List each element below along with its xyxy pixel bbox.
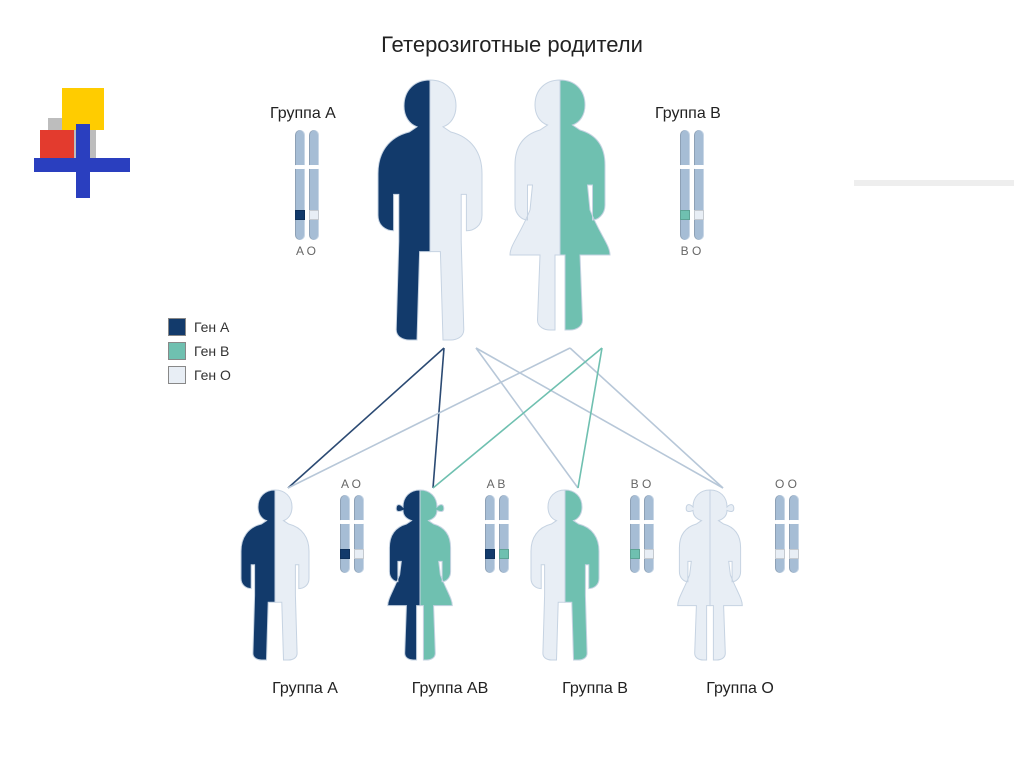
allele-labels: B O	[676, 244, 706, 258]
chromosome	[680, 130, 690, 240]
legend-swatch	[168, 318, 186, 336]
mother-chromosomes: B O	[680, 130, 704, 240]
legend-label: Ген A	[194, 319, 229, 335]
legend-label: Ген O	[194, 367, 231, 383]
side-decorative-bar	[854, 180, 1014, 186]
chromosome	[644, 495, 654, 573]
chromosome	[694, 130, 704, 240]
chromosome	[789, 495, 799, 573]
mother-figure	[510, 80, 610, 330]
line-father-A-to-c1	[288, 348, 444, 488]
child-2-group-label: Группа AB	[390, 680, 510, 698]
line-father-A-to-c2	[433, 348, 444, 488]
allele-labels: B O	[626, 477, 656, 491]
chromosome	[309, 130, 319, 240]
legend-item: Ген A	[168, 318, 231, 336]
father-figure	[378, 80, 482, 340]
logo-sq-blue-v	[76, 124, 90, 198]
child-1-chromosomes: A O	[340, 495, 364, 573]
legend-item: Ген O	[168, 366, 231, 384]
chromosome	[630, 495, 640, 573]
child-2-chromosomes: A B	[485, 495, 509, 573]
chromosome	[354, 495, 364, 573]
child-3-figure	[531, 490, 599, 660]
chromosome	[499, 495, 509, 573]
child-1-figure	[241, 490, 309, 660]
legend: Ген A Ген B Ген O	[168, 318, 231, 390]
child-3-chromosomes: B O	[630, 495, 654, 573]
page-title: Гетерозиготные родители	[0, 32, 1024, 58]
father-group-label: Группа A	[270, 105, 336, 123]
child-2-figure	[388, 490, 453, 660]
chromosome	[485, 495, 495, 573]
line-mother-B-to-c2	[433, 348, 602, 488]
slide-logo	[40, 88, 160, 208]
legend-swatch	[168, 366, 186, 384]
child-4-figure	[678, 490, 743, 660]
legend-label: Ген B	[194, 343, 229, 359]
allele-labels: O O	[771, 477, 801, 491]
child-3-group-label: Группа B	[535, 680, 655, 698]
chromosome	[340, 495, 350, 573]
chromosome	[775, 495, 785, 573]
allele-labels: A O	[291, 244, 321, 258]
line-father-O-to-c3	[476, 348, 578, 488]
chromosome	[295, 130, 305, 240]
line-mother-O-to-c4	[570, 348, 723, 488]
father-chromosomes: A O	[295, 130, 319, 240]
line-father-O-to-c4	[476, 348, 723, 488]
child-4-chromosomes: O O	[775, 495, 799, 573]
diagram-root: Гетерозиготные родители Ген AГен BГен O …	[0, 0, 1024, 767]
mother-group-label: Группа B	[655, 105, 721, 123]
legend-swatch	[168, 342, 186, 360]
child-1-group-label: Группа A	[245, 680, 365, 698]
allele-labels: A O	[336, 477, 366, 491]
child-4-group-label: Группа O	[680, 680, 800, 698]
legend-item: Ген B	[168, 342, 231, 360]
line-mother-B-to-c3	[578, 348, 602, 488]
allele-labels: A B	[481, 477, 511, 491]
line-mother-O-to-c1	[288, 348, 570, 488]
